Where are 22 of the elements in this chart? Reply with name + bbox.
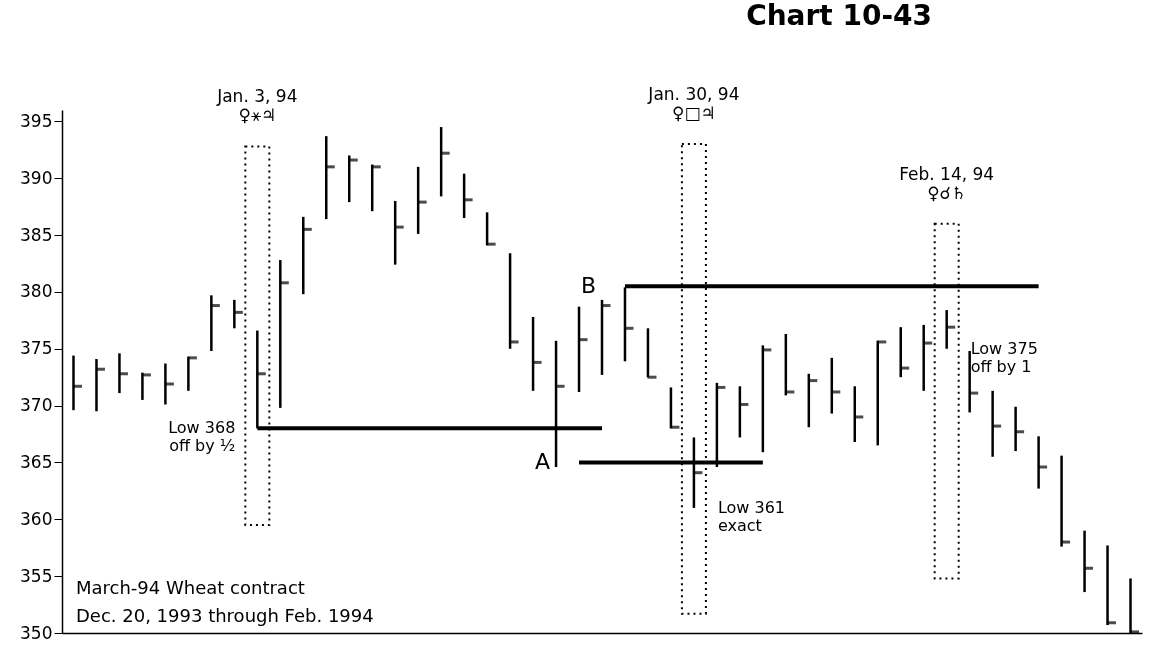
y-tick-label: 395: [20, 110, 53, 131]
annotation: Dec. 20, 1993 through Feb. 1994: [76, 605, 374, 626]
annotation: Low 368 off by ½: [168, 418, 236, 456]
y-tick-label: 350: [20, 622, 53, 643]
y-tick-label: 355: [20, 565, 53, 586]
text: Jan. 30, 94 ♀□♃: [647, 84, 740, 124]
y-tick-label: 380: [20, 281, 53, 302]
bar: [244, 145, 271, 526]
annotation: March-94 Wheat contract: [76, 577, 305, 598]
annotation: Low 375 off by 1: [970, 338, 1038, 376]
y-tick-label: 375: [20, 338, 53, 359]
y-tick-label: 385: [20, 224, 53, 245]
text: Jan. 3, 94 ♀⚹♃: [216, 86, 298, 126]
y-tick-label: 390: [20, 167, 53, 188]
y-tick-label: 370: [20, 395, 53, 416]
text: Feb. 14, 94 ♀☌♄: [899, 163, 995, 203]
annotation: Low 361 exact: [717, 497, 786, 535]
y-tick-label: 360: [20, 508, 53, 529]
series-label: B: [580, 273, 596, 299]
series-label: A: [534, 449, 551, 475]
chart-title: Chart 10-43: [746, 0, 932, 33]
y-tick-label: 365: [20, 451, 53, 472]
